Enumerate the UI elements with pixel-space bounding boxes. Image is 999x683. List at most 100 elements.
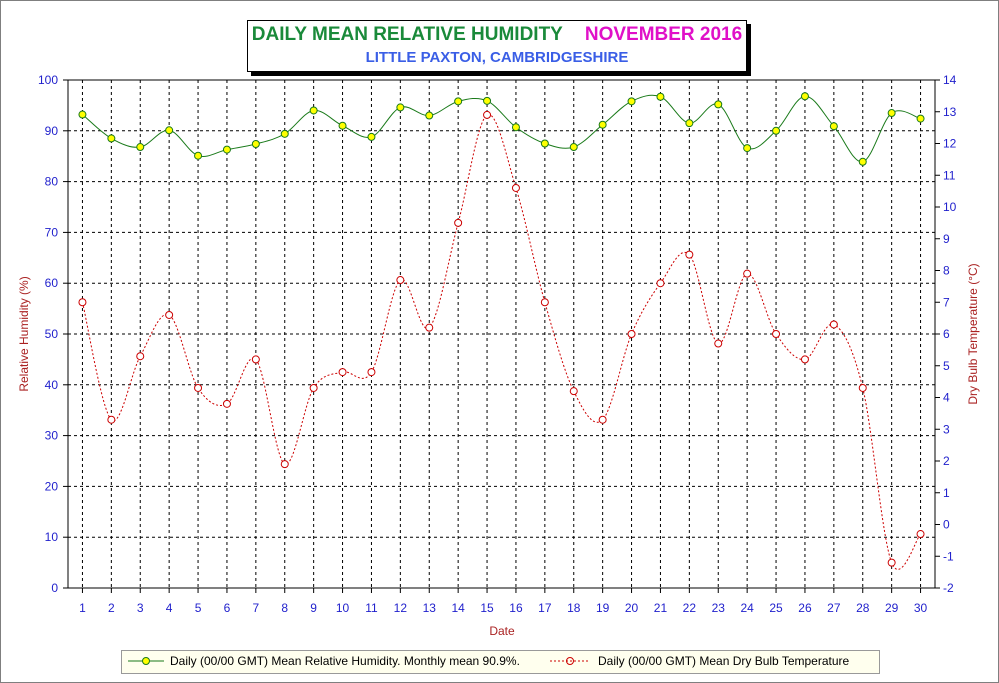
humidity-point (916, 114, 925, 123)
x-tick-label: 14 (451, 601, 465, 615)
x-tick-label: 5 (195, 601, 202, 615)
humidity-point (685, 119, 694, 128)
y-left-tick-label: 90 (45, 124, 59, 138)
x-tick-label: 10 (336, 601, 350, 615)
humidity-point (78, 110, 87, 119)
chart-subtitle: LITTLE PAXTON, CAMBRIDGESHIRE (365, 49, 629, 66)
temperature-point (165, 310, 174, 319)
humidity-point (772, 126, 781, 135)
humidity-point (280, 129, 289, 138)
temperature-point (454, 218, 463, 227)
humidity-point (251, 140, 260, 149)
temperature-point (685, 250, 694, 259)
y-right-tick-label: 1 (943, 486, 950, 500)
x-tick-label: 6 (224, 601, 231, 615)
x-tick-label: 30 (914, 601, 928, 615)
humidity-point (136, 143, 145, 152)
y-right-tick-label: 9 (943, 232, 950, 246)
humidity-point (194, 151, 203, 160)
y-right-tick-label: 6 (943, 327, 950, 341)
x-axis-label: Date (489, 624, 515, 638)
y-left-tick-label: 70 (45, 225, 59, 239)
humidity-point (858, 157, 867, 166)
temperature-point (598, 415, 607, 424)
humidity-point (483, 96, 492, 105)
humidity-point (887, 109, 896, 118)
humidity-point (165, 126, 174, 135)
x-tick-label: 4 (166, 601, 173, 615)
y-right-tick-label: 7 (943, 295, 950, 309)
x-tick-label: 19 (596, 601, 610, 615)
title-line: DAILY MEAN RELATIVE HUMIDITY NOVEMBER 201… (248, 24, 746, 46)
y-axis-right-label: Dry Bulb Temperature (°C) (966, 263, 980, 404)
humidity-point (511, 123, 520, 132)
x-tick-label: 13 (423, 601, 437, 615)
temperature-point (222, 399, 231, 408)
temperature-point (829, 320, 838, 329)
temperature-point (800, 355, 809, 364)
y-right-tick-label: 4 (943, 391, 950, 405)
x-tick-label: 21 (654, 601, 668, 615)
y-left-tick-label: 40 (45, 378, 59, 392)
y-right-tick-label: 11 (943, 168, 956, 182)
y-right-tick-label: 8 (943, 264, 950, 278)
humidity-point (396, 103, 405, 112)
x-tick-label: 25 (769, 601, 783, 615)
humidity-point (627, 97, 636, 106)
y-right-tick-label: 2 (943, 454, 950, 468)
y-right-tick-label: 10 (943, 200, 957, 214)
x-tick-label: 18 (567, 601, 581, 615)
y-left-tick-label: 80 (45, 175, 59, 189)
humidity-point (338, 121, 347, 130)
x-tick-label: 20 (625, 601, 639, 615)
y-right-tick-label: 13 (943, 105, 957, 119)
x-tick-label: 22 (683, 601, 697, 615)
temperature-point (916, 530, 925, 539)
x-tick-label: 15 (480, 601, 494, 615)
humidity-point (107, 134, 116, 143)
temperature-point (714, 339, 723, 348)
y-left-tick-label: 10 (45, 530, 59, 544)
temperature-point (425, 323, 434, 332)
temperature-point (194, 383, 203, 392)
humidity-point (454, 97, 463, 106)
grid (68, 80, 935, 588)
title-box: DAILY MEAN RELATIVE HUMIDITY NOVEMBER 201… (247, 20, 747, 72)
temperature-point (887, 558, 896, 567)
x-tick-label: 17 (538, 601, 552, 615)
temperature-point (569, 387, 578, 396)
y-left-tick-label: 0 (51, 581, 58, 595)
x-tick-label: 16 (509, 601, 523, 615)
temperature-point (772, 330, 781, 338)
y-right-tick-label: 5 (943, 359, 950, 373)
temperature-point (483, 110, 492, 119)
y-right-tick-label: 0 (943, 518, 950, 532)
legend-label-humidity: Daily (00/00 GMT) Mean Relative Humidity… (170, 654, 520, 668)
humidity-point (598, 120, 607, 129)
x-tick-label: 26 (798, 601, 812, 615)
x-tick-label: 9 (310, 601, 317, 615)
y-axis-left-label: Relative Humidity (%) (17, 276, 31, 391)
humidity-point (714, 100, 723, 109)
humidity-point (743, 144, 752, 153)
legend-label-temperature: Daily (00/00 GMT) Mean Dry Bulb Temperat… (598, 654, 850, 668)
y-right-tick-label: 12 (943, 137, 957, 151)
y-right-tick-label: -2 (943, 581, 954, 595)
y-left-tick-label: 50 (45, 327, 59, 341)
x-tick-label: 3 (137, 601, 144, 615)
y-right-tick-label: 3 (943, 422, 950, 436)
humidity-point (829, 122, 838, 131)
temperature-point (280, 460, 289, 469)
humidity-point (367, 132, 376, 141)
legend-swatch-temperature (550, 657, 590, 665)
series-layer (78, 92, 925, 570)
y-left-tick-label: 100 (38, 73, 58, 87)
temperature-point (78, 298, 87, 307)
temperature-point (858, 383, 867, 392)
temperature-point (743, 269, 752, 278)
humidity-point (656, 92, 665, 101)
temperature-point (309, 383, 318, 392)
humidity-point (800, 92, 809, 101)
temperature-point (540, 298, 549, 307)
